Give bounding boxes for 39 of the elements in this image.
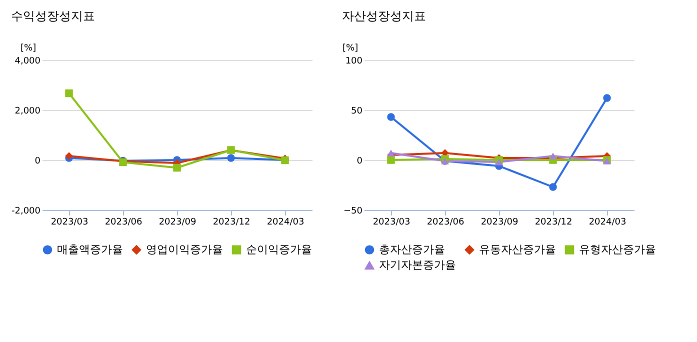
legend-label: 유동자산증가율 [479, 242, 556, 256]
x-tick-label: 2023/09 [158, 218, 196, 228]
y-tick-label: 0 [356, 156, 363, 166]
y-tick-label: -2,000 [11, 206, 41, 216]
x-tick-label: 2023/03 [372, 218, 410, 228]
y-tick-label: 4,000 [14, 56, 41, 66]
point [387, 156, 395, 164]
x-tick-label: 2023/12 [534, 218, 572, 228]
point [495, 158, 503, 166]
point [549, 152, 557, 160]
y-tick-label: −50 [344, 206, 363, 216]
legend-label: 유형자산증가율 [579, 242, 656, 256]
point [65, 89, 73, 98]
chart-title: 자산성장성지표 [342, 9, 426, 23]
legend-label: 매출액증가율 [57, 242, 123, 256]
point [387, 150, 395, 156]
x-tick-label: 2023/09 [480, 218, 518, 228]
point [603, 94, 611, 102]
point [227, 154, 235, 162]
point [387, 113, 395, 121]
y-axis-title: [%] [20, 44, 36, 54]
y-tick-label: 2,000 [14, 106, 41, 116]
x-tick-label: 2023/12 [212, 218, 250, 228]
x-tick-label: 2024/03 [588, 218, 626, 228]
x-tick-label: 2023/06 [426, 218, 464, 228]
y-tick-label: 0 [34, 156, 41, 166]
y-axis-title: [%] [342, 44, 358, 54]
point [173, 164, 181, 172]
x-tick-label: 2024/03 [266, 218, 304, 228]
legend-label: 영업이익증가율 [146, 242, 223, 256]
y-tick-label: 100 [345, 56, 363, 66]
x-tick-label: 2023/06 [104, 218, 142, 228]
legend-label: 총자산증가율 [379, 242, 445, 256]
x-tick-label: 2023/03 [50, 218, 88, 228]
chart-title: 수익성장성지표 [10, 9, 95, 23]
y-tick-label: 50 [351, 106, 363, 116]
legend-label: 순이익증가율 [246, 242, 312, 256]
legend-label: 자기자본증가율 [379, 258, 456, 272]
point [549, 183, 557, 191]
